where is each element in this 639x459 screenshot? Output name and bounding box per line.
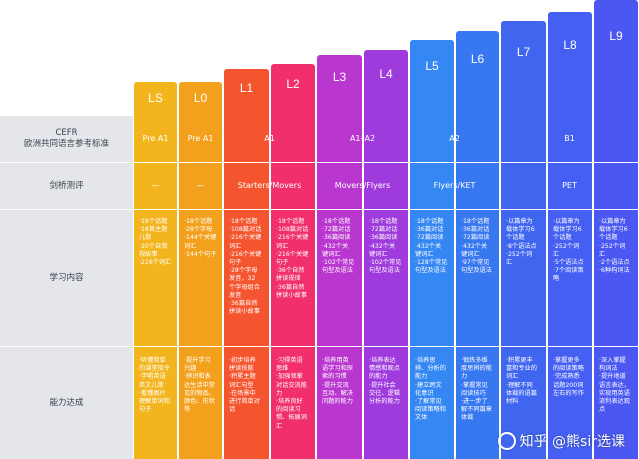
cefr-cell-5: B1 [564,134,575,143]
content-cell-l2: ·18个话题 ·108篇对话 ·216个关键 词汇 ·216个关键 句子 ·36… [276,218,309,299]
content-cell-l8: ·以篇章为 载体学习6 个话题 ·252个词 汇 ·5个语法点 ·7个阅读策 略 [553,218,584,283]
level-header-l8: L8 [548,12,592,116]
cambridge-cell-4: Flyers/KET [433,181,476,190]
column-body-l0 [179,116,222,459]
row-label-cambridge: 剑桥测评 [0,163,133,209]
cambridge-cell-5: PET [562,181,577,190]
ability-cell-l5: ·培养思 辨、分析的 能力 ·建立跨文 化意识 ·了解常见 阅读策略和 文体 [415,357,446,422]
cambridge-cell-2: Starters/Movers [237,181,302,190]
column-body-l4 [364,116,408,459]
ability-cell-l2: ·习得英语 思维 ·加强领掌 对话交流能 力 ·培养良好 的阅读习 惯、拓展词 … [276,357,307,430]
cambridge-cell-3: Movers/Flyers [334,181,391,190]
cambridge-cell-0: — [151,181,160,190]
level-header-l4: L4 [364,50,408,116]
level-header-l2: L2 [271,64,315,116]
row-label-cefr: CEFR 欧洲共同语言参考标准 [0,116,133,162]
content-cell-l6: ·18个话题 ·36篇对话 ·72篇阅读 ·432个关 键词汇 ·97个常见 句… [461,218,492,275]
row-divider-1 [0,209,639,210]
level-header-l3: L3 [317,55,362,116]
column-body-l1 [224,116,269,459]
ability-cell-l6: ·锻炼多维 度思辨的能 力 ·掌握常见 阅读技巧 ·进一步了 解不同篇章 体裁 [461,357,492,422]
cefr-cell-0: Pre A1 [142,134,169,143]
level-header-l7: L7 [501,21,546,116]
level-header-l6: L6 [456,31,499,116]
ability-cell-l1: ·初步培养 拼读技能 ·积累主题 词汇句型 ·在场景中 进行简单对 话 [229,357,260,414]
ability-cell-l7: ·积累更丰 富和专业的 词汇 ·理解不同 体裁的语篇 材料 [506,357,537,406]
column-body-l6 [456,116,499,459]
cefr-cell-2: A1 [264,134,275,143]
column-body-l2 [271,116,315,459]
level-header-l9: L9 [594,0,638,116]
content-cell-ls: ·18个话题 ·18首主题 儿歌 ·20个自我 视故事 ·216个词汇 [139,218,172,267]
row-label-content: 学习内容 [0,210,133,346]
ability-cell-l9: ·深入掌握 构词法 ·提升地道 语言表达， 实现用英语 流利表达观 点 [599,357,630,414]
content-cell-l5: ·18个话题 ·36篇对话 ·72篇阅读 ·432个关 键词汇 ·128个常见 … [415,218,448,275]
row-divider-0 [0,162,639,163]
level-header-l5: L5 [410,40,454,116]
content-cell-l1: ·18个话题 ·108篇对话 ·216个关键 词汇 ·216个关键 句子 ·28… [229,218,262,316]
ability-cell-ls: ·听懂简单 的课堂指令 ·学唱英语 英文儿歌 ·看懂图片 理解单词和 句子 [139,357,170,414]
level-header-ls: LS [134,82,177,116]
cefr-cell-4: A2 [449,134,460,143]
watermark: 知乎 @熊sir选课 [497,431,625,451]
content-cell-l3: ·18个话题 ·72篇对话 ·36篇阅读 ·432个关 键词汇 ·102个常见 … [322,218,355,275]
column-body-l7 [501,116,546,459]
ability-cell-l8: ·掌握更多 的阅读策略 ·完成熟悉 话题200词 左右的写作 [553,357,584,397]
column-body-ls [134,116,177,459]
ability-cell-l0: ·提升学习 兴趣 ·辨识和表 达生活中常 见的物品、 颜色、形状 等 [184,357,215,414]
row-divider-2 [0,346,639,347]
cefr-cell-1: Pre A1 [187,134,214,143]
watermark-text: 知乎 @熊sir选课 [519,434,625,450]
column-body-l9 [594,116,638,459]
column-body-l8 [548,116,592,459]
level-header-l0: L0 [179,82,222,116]
column-body-l3 [317,116,362,459]
ability-cell-l3: ·培养用英 语学习和探 索的习惯 ·提升交流 互动、解决 问题的能力 [322,357,353,406]
zhihu-logo-icon [497,432,516,450]
row-label-ability: 能力达成 [0,347,133,459]
content-cell-l7: ·以篇章为 载体学习6 个话题 ·8个语法点 ·252个词 汇 [506,218,537,267]
content-cell-l0: ·18个话题 ·28个字母 ·144个关键 词汇 ·144个句子 [184,218,217,258]
ability-cell-l4: ·培养表达 情感和观点 的能力 ·提升社会 交往、逻辑 分析的能力 [369,357,400,406]
column-body-l5 [410,116,454,459]
cambridge-cell-1: — [196,181,205,190]
content-cell-l4: ·18个话题 ·72篇对话 ·36篇阅读 ·432个关 键词汇 ·102个常见 … [369,218,402,275]
cefr-cell-3: A1–A2 [349,134,376,143]
level-header-l1: L1 [224,69,269,116]
content-cell-l9: ·以篇章为 载体学习6 个话题 ·252个词 汇 ·2个语法点 ·6种构词法 [599,218,630,275]
